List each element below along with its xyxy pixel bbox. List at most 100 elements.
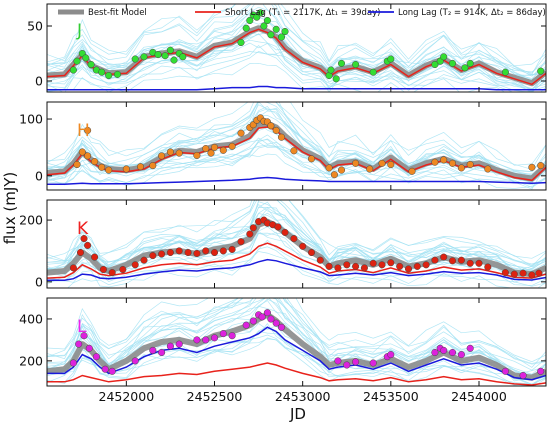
ensemble-curve bbox=[47, 298, 546, 365]
band-label-h: H bbox=[77, 121, 90, 141]
observation-point bbox=[249, 317, 257, 325]
observation-point bbox=[237, 129, 245, 137]
observation-point bbox=[98, 68, 106, 76]
y-tick-label: 0 bbox=[35, 274, 43, 289]
observation-point bbox=[431, 60, 439, 69]
observation-point bbox=[457, 351, 465, 359]
observation-point bbox=[337, 166, 346, 174]
observation-point bbox=[396, 262, 404, 270]
ensemble-curve bbox=[47, 102, 546, 170]
observation-point bbox=[149, 252, 157, 260]
ensemble-curve bbox=[47, 298, 546, 363]
observation-point bbox=[378, 159, 386, 167]
observation-point bbox=[99, 265, 107, 274]
observation-point bbox=[202, 145, 210, 153]
observation-point bbox=[87, 60, 95, 69]
observation-point bbox=[175, 340, 183, 348]
panel-plot-area bbox=[47, 200, 546, 288]
observation-point bbox=[154, 51, 162, 59]
observation-point bbox=[256, 9, 264, 17]
observation-point bbox=[431, 256, 439, 264]
observation-point bbox=[528, 271, 536, 279]
observation-point bbox=[92, 353, 100, 361]
observation-point bbox=[85, 344, 93, 352]
observation-point bbox=[299, 242, 307, 250]
observation-point bbox=[69, 359, 77, 367]
observation-point bbox=[387, 160, 395, 169]
y-tick-label: 0 bbox=[35, 168, 43, 183]
observation-point bbox=[219, 146, 227, 154]
observation-point bbox=[272, 319, 280, 327]
observation-point bbox=[207, 149, 215, 157]
observation-point bbox=[166, 148, 174, 156]
observation-point bbox=[484, 165, 492, 173]
observation-point bbox=[413, 262, 421, 270]
observation-point bbox=[202, 247, 210, 255]
panel-frame bbox=[46, 3, 547, 93]
observation-point bbox=[519, 371, 527, 380]
observation-point bbox=[82, 54, 90, 62]
observation-point bbox=[448, 159, 457, 167]
observation-point bbox=[466, 259, 474, 267]
observation-point bbox=[352, 60, 360, 69]
observation-point bbox=[277, 133, 286, 141]
observation-point bbox=[267, 315, 275, 323]
observation-point bbox=[175, 247, 183, 255]
ensemble-curve bbox=[47, 298, 546, 368]
observation-point bbox=[378, 261, 386, 269]
observation-point bbox=[272, 126, 280, 134]
ensemble-curve bbox=[47, 102, 546, 173]
observation-point bbox=[501, 68, 509, 76]
observation-point bbox=[431, 348, 439, 357]
observation-point bbox=[113, 70, 122, 78]
observation-point bbox=[334, 264, 342, 272]
observation-point bbox=[360, 264, 368, 272]
ensemble-curve bbox=[47, 4, 546, 74]
observation-point bbox=[136, 163, 145, 171]
ensemble-curve bbox=[47, 203, 546, 268]
observation-point bbox=[91, 158, 99, 166]
observation-point bbox=[260, 22, 268, 30]
observation-point bbox=[369, 259, 377, 267]
ensemble-curve bbox=[47, 207, 546, 266]
observation-point bbox=[263, 309, 271, 317]
observation-point bbox=[535, 269, 543, 277]
observation-point bbox=[267, 122, 275, 130]
ensemble-curve bbox=[47, 212, 546, 268]
observation-point bbox=[140, 53, 148, 61]
observation-point bbox=[237, 238, 245, 246]
observation-point bbox=[73, 160, 81, 169]
observation-point bbox=[161, 52, 169, 60]
observation-point bbox=[501, 367, 509, 375]
ensemble-curve bbox=[47, 102, 546, 166]
observation-point bbox=[387, 259, 395, 267]
ensemble-curve bbox=[47, 338, 546, 386]
observation-point bbox=[274, 223, 282, 231]
observation-point bbox=[327, 66, 335, 74]
observation-point bbox=[457, 164, 465, 172]
observation-point bbox=[307, 155, 316, 163]
observation-point bbox=[281, 228, 289, 236]
observation-point bbox=[277, 323, 286, 331]
observation-point bbox=[343, 361, 351, 369]
ensemble-curve bbox=[47, 298, 546, 364]
x-axis-title: JD bbox=[289, 405, 306, 423]
observation-point bbox=[537, 162, 545, 170]
observation-point bbox=[457, 256, 465, 264]
observation-point bbox=[448, 257, 457, 265]
long-lag-curve bbox=[47, 85, 546, 91]
observation-point bbox=[369, 68, 377, 76]
band-label-k: K bbox=[77, 219, 89, 239]
observation-point bbox=[166, 248, 174, 257]
observation-point bbox=[131, 357, 139, 365]
y-tick-label: 50 bbox=[27, 19, 43, 34]
y-tick-label: 200 bbox=[19, 213, 43, 228]
observation-point bbox=[387, 55, 395, 63]
observation-point bbox=[352, 358, 360, 366]
observation-point bbox=[510, 270, 518, 278]
ensemble-curve bbox=[47, 4, 546, 81]
short-lag-curve bbox=[47, 242, 546, 279]
observation-point bbox=[98, 163, 106, 171]
observation-point bbox=[105, 166, 113, 174]
